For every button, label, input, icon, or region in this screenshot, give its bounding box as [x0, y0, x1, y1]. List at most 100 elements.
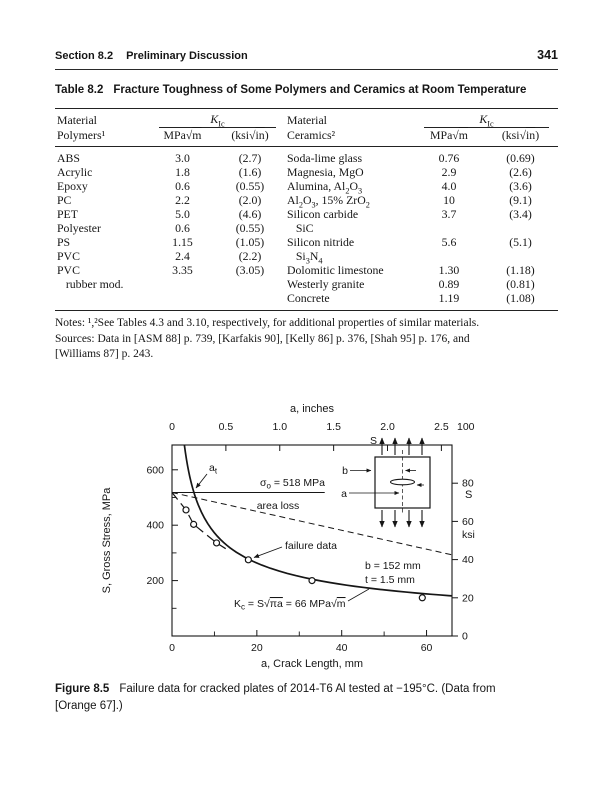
figure-caption: Figure 8.5 Failure data for cracked plate… — [55, 681, 496, 715]
top-axis-tick-label: 1.5 — [326, 421, 341, 433]
k1c-value-cell: (1.6) — [238, 165, 262, 179]
k1c-value-cell — [415, 221, 483, 235]
ceramics-header-cell: Material Ceramics² — [285, 113, 415, 143]
k1c-value-cell — [150, 291, 215, 305]
table-title: Fracture Toughness of Some Polymers and … — [113, 84, 527, 96]
material-name-cell: Westerly granite — [287, 277, 365, 291]
at-arrow — [195, 473, 208, 489]
k1c-value-cell: (2.0) — [238, 193, 262, 207]
right-axis-unit-label: ksi — [462, 529, 475, 541]
k-symbol: K — [479, 112, 488, 126]
table-body: ABS 3.0 (2.7) Soda-lime glass 0.76 (0.69) Acry… — [55, 147, 558, 311]
right-axis-s-label: S — [465, 489, 472, 501]
bottom-axis-tick-label: 40 — [336, 642, 348, 654]
material-name-cell: PET — [57, 207, 78, 221]
top-axis-tick-label: 1.0 — [272, 421, 287, 433]
k-symbol: K — [210, 112, 219, 126]
unit-mpa-right: MPa√m — [430, 128, 468, 142]
crack-ellipse — [389, 478, 416, 486]
k1c-value-cell — [150, 277, 215, 291]
top-axis-tick-label: 0.5 — [219, 421, 234, 433]
top-axis-tick-label: 2.5 — [434, 421, 449, 433]
header-polymers: Polymers¹ — [57, 128, 106, 142]
material-name-cell: PVC — [57, 249, 80, 263]
page-number: 341 — [537, 48, 558, 62]
header-material: Material — [57, 113, 97, 127]
a-t-label: at — [209, 462, 218, 476]
material-name-cell: Concrete — [287, 291, 330, 305]
k1c-value-cell: 0.76 — [438, 151, 460, 165]
right-axis-tick-label: 80 — [462, 478, 474, 490]
sources-line: Sources: Data in [ASM 88] p. 739, [Karfa… — [55, 332, 470, 345]
k1c-value-cell: (0.81) — [506, 277, 535, 291]
k1c-spanner-right: KIc — [415, 113, 558, 128]
plate-width-value-label: b = 152 mm — [365, 560, 421, 572]
plate-stress-label: S — [370, 435, 377, 447]
k1c-value-cell — [215, 291, 285, 305]
k1c-value-cell: (3.6) — [509, 179, 532, 193]
page-header: Section 8.2 Preliminary Discussion 341 — [55, 48, 558, 70]
material-name-cell: Epoxy — [57, 179, 88, 193]
top-axis-title: a, inches — [290, 403, 335, 415]
k1c-value-cell: 1.30 — [438, 263, 460, 277]
material-name-cell: rubber mod. — [57, 277, 124, 291]
k1c-value-cell: (3.4) — [509, 207, 532, 221]
k1c-value-cell: 1.19 — [438, 291, 460, 305]
fracture-toughness-table: Material Polymers¹ KIc Material Ceramics… — [55, 108, 558, 311]
right-axis-tick-label: 20 — [462, 592, 474, 604]
chart-geometry: 0 0.5 1.0 1.5 2.0 2.5 0 20 40 60 200 400 600 0 20 40 60 8… — [146, 421, 473, 654]
header-material: Material — [287, 113, 327, 127]
k1c-value-cell: (9.1) — [509, 193, 532, 207]
right-axis-tick-label: 40 — [462, 554, 474, 566]
k1c-value-cell — [483, 249, 558, 263]
k1c-value-cell: (0.55) — [235, 221, 265, 235]
kc-curve — [183, 444, 453, 597]
k1c-value-cell: (0.69) — [506, 151, 535, 165]
material-name-cell: Silicon nitride — [287, 235, 355, 249]
material-name-cell: Si3N4 — [287, 249, 323, 266]
cracked-plate-inset: S b a — [341, 435, 431, 528]
kc-leader-line — [347, 588, 370, 602]
material-name-cell: PS — [57, 235, 71, 249]
failure-data-point — [308, 576, 316, 585]
k1c-spanner-left: KIc — [150, 113, 285, 128]
k1c-value-cell: (1.08) — [506, 291, 535, 305]
bottom-axis-tick-label: 60 — [421, 642, 433, 654]
k1c-value-cell: 1.15 — [172, 235, 193, 249]
table-caption: Table 8.2 Fracture Toughness of Some Poly… — [55, 84, 526, 96]
k1c-value-cell: 2.2 — [175, 193, 190, 207]
k1c-value-cell: 4.0 — [441, 179, 457, 193]
yield-dashed-curve — [171, 492, 228, 551]
left-axis-tick-label: 400 — [146, 520, 164, 532]
k1c-value-cell: 2.4 — [175, 249, 190, 263]
k1c-value-cell: 2.9 — [441, 165, 457, 179]
k1c-value-cell: 5.0 — [175, 207, 190, 221]
unit-ksi-left: (ksi√in) — [231, 128, 269, 142]
area-loss-label: area loss — [257, 500, 300, 512]
failure-data-point — [418, 594, 426, 602]
material-name-cell: Polyester — [57, 221, 101, 235]
bottom-axis-tick-label: 0 — [169, 642, 175, 654]
k1c-value-cell: 3.7 — [441, 207, 457, 221]
right-axis-tick-label: 0 — [462, 631, 468, 643]
material-name-cell: Dolomitic limestone — [287, 263, 384, 277]
header-ceramics: Ceramics² — [287, 128, 336, 142]
figure-chart: 0 0.5 1.0 1.5 2.0 2.5 0 20 40 60 200 400 600 0 20 40 60 8… — [101, 403, 475, 670]
notes-line: Notes: ¹,²See Tables 4.3 and 3.10, respe… — [55, 317, 480, 329]
k1c-value-cell: (2.2) — [238, 249, 262, 263]
material-name-cell: PVC — [57, 263, 80, 277]
material-name-cell: ABS — [57, 151, 80, 165]
bottom-axis-title: a, Crack Length, mm — [261, 658, 363, 670]
k-subscript: Ic — [487, 119, 494, 129]
material-name-cell: Acrylic — [57, 165, 93, 179]
k1c-value-cell — [415, 249, 483, 263]
k1c-value-cell: (1.18) — [506, 263, 535, 277]
material-name-cell: Silicon carbide — [287, 207, 359, 221]
top-axis-tick-label: 2.0 — [380, 421, 395, 433]
k1c-value-cell: 3.35 — [172, 263, 193, 277]
right-axis-top-label: 100 — [457, 421, 475, 433]
plate-thickness-value-label: t = 1.5 mm — [365, 574, 415, 586]
left-axis-tick-label: 200 — [146, 575, 164, 587]
plate-a-label: a — [341, 488, 347, 500]
material-name-cell: Al2O3, 15% ZrO2 — [287, 193, 370, 210]
